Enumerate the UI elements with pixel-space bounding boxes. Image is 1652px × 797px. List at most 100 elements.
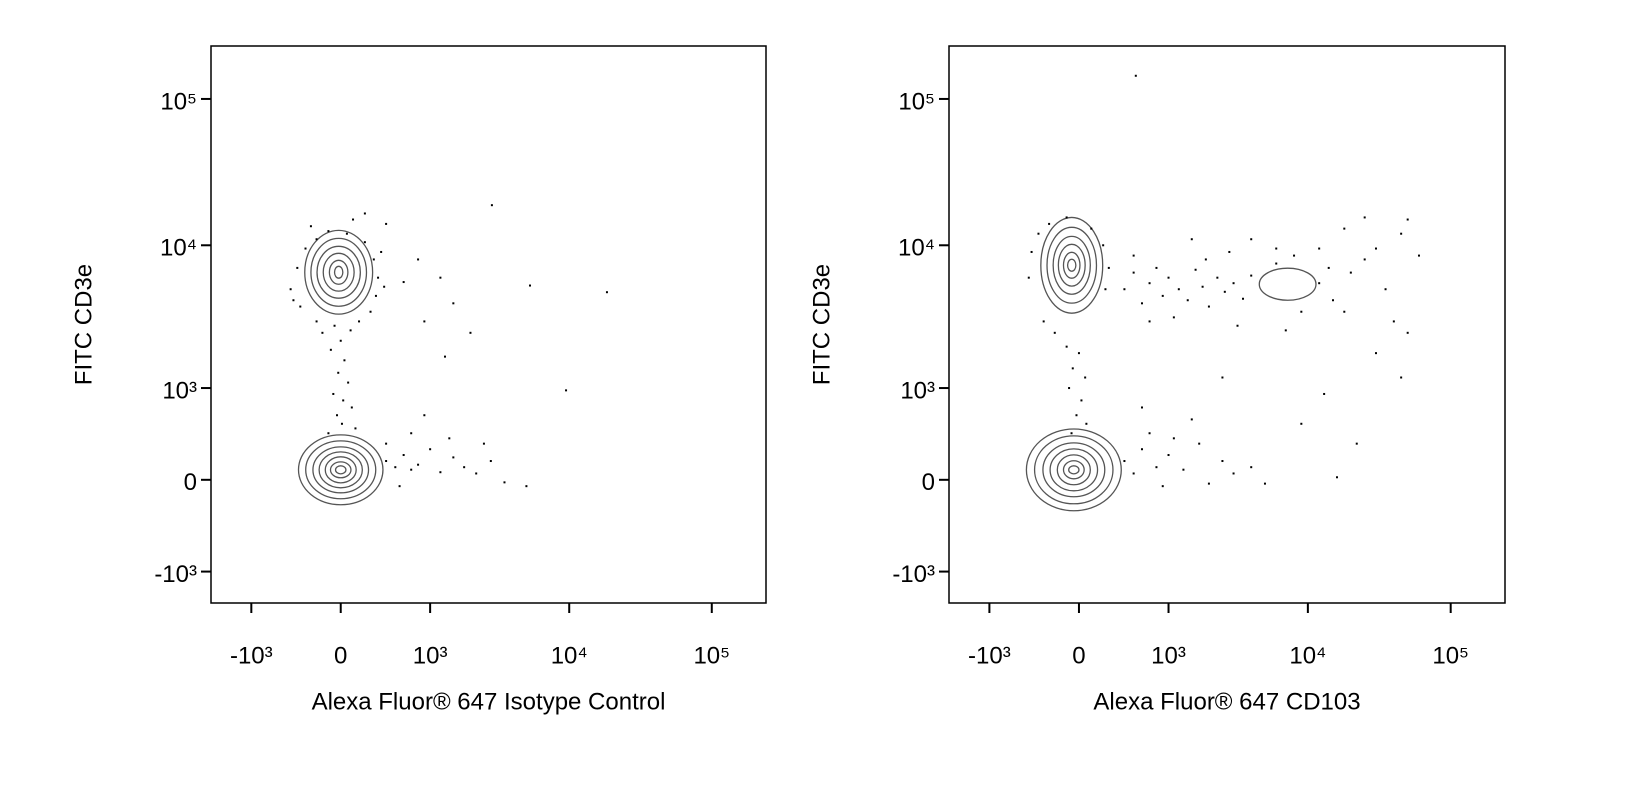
event-dot (1250, 466, 1253, 469)
event-dot (1223, 290, 1226, 293)
event-dot (1123, 288, 1126, 291)
event-dot (565, 389, 568, 392)
event-dot (1363, 216, 1366, 219)
event-dot (363, 212, 366, 215)
event-dot (1198, 442, 1201, 445)
event-dot (1349, 271, 1352, 274)
event-dot (1204, 258, 1207, 261)
event-dot (1417, 254, 1420, 257)
event-dot (1186, 299, 1189, 302)
event-dot (1075, 414, 1078, 417)
event-dot (1084, 376, 1087, 379)
x-tick-label: 0 (1072, 642, 1085, 669)
contour-ring (312, 446, 370, 494)
event-dot (327, 432, 330, 435)
event-dot (1107, 266, 1110, 269)
event-dot (299, 305, 302, 308)
event-dot (444, 355, 447, 358)
contour-ring (1057, 243, 1086, 287)
event-dot (1148, 432, 1151, 435)
event-dot (337, 371, 340, 374)
event-dot (1140, 448, 1143, 451)
event-dot (489, 460, 492, 463)
event-dot (385, 442, 388, 445)
event-dot (1167, 454, 1170, 457)
event-dot (1400, 232, 1403, 235)
event-dot (1336, 476, 1339, 479)
event-dot (1065, 345, 1068, 348)
x-tick-label: 0 (334, 642, 347, 669)
contour-ring (1062, 460, 1085, 480)
event-dot (369, 310, 372, 313)
event-dot (463, 466, 466, 469)
event-dot (1070, 432, 1073, 435)
event-dot (1172, 437, 1175, 440)
event-dot (327, 230, 330, 233)
event-dot (1053, 331, 1056, 334)
event-dot (1132, 254, 1135, 257)
y-tick-label: 10⁴ (160, 235, 197, 262)
contour-ring (318, 451, 363, 489)
y-axis-label: FITC CD3e (70, 264, 97, 385)
event-dot (1161, 294, 1164, 297)
event-dot (339, 339, 342, 342)
event-dot (469, 331, 472, 334)
event-dot (1155, 266, 1158, 269)
event-dot (1155, 466, 1158, 469)
event-dot (1400, 376, 1403, 379)
contour-ring (334, 465, 347, 475)
event-dot (385, 222, 388, 225)
event-dot (1080, 399, 1083, 402)
event-dot (1190, 238, 1193, 241)
event-dot (358, 320, 361, 323)
contour-ring (305, 440, 377, 500)
event-dot (1242, 297, 1245, 300)
event-dot (1392, 320, 1395, 323)
contour-ring (1052, 235, 1091, 295)
contour-ring (1062, 251, 1081, 279)
event-dot (1293, 254, 1296, 257)
y-tick-label: 0 (922, 469, 935, 496)
contour-ring (1258, 267, 1317, 301)
event-dot (529, 284, 532, 287)
contour-ring (322, 252, 355, 292)
event-dot (1318, 247, 1321, 250)
y-tick-label: 10⁵ (160, 88, 197, 115)
y-tick-label: 10⁵ (898, 88, 935, 115)
event-dot (377, 276, 380, 279)
event-dot (1284, 329, 1287, 332)
event-dot (333, 324, 336, 327)
event-dot (1182, 468, 1185, 471)
x-tick-label: 10³ (1151, 642, 1186, 669)
event-dot (398, 485, 401, 488)
event-dot (1374, 247, 1377, 250)
event-dot (1161, 485, 1164, 488)
y-axis-label: FITC CD3e (808, 264, 835, 385)
event-dot (1177, 288, 1180, 291)
event-dot (417, 463, 420, 466)
contour-ring (310, 237, 368, 307)
event-dot (1363, 258, 1366, 261)
event-dot (332, 392, 335, 395)
event-dot (321, 331, 324, 334)
contour-ring (1033, 435, 1114, 505)
event-dot (1048, 222, 1051, 225)
event-dot (1132, 271, 1135, 274)
event-dot (1406, 218, 1409, 221)
event-dot (1355, 442, 1358, 445)
contour-ring (328, 259, 349, 285)
contour-ring (1068, 465, 1080, 475)
event-dot (1123, 460, 1126, 463)
x-tick-label: 10³ (413, 642, 448, 669)
x-axis-label: Alexa Fluor® 647 CD103 (1093, 688, 1360, 715)
event-dot (439, 276, 442, 279)
contour-ring (333, 265, 344, 279)
event-dot (417, 258, 420, 261)
event-dot (354, 427, 357, 430)
contour-ring (304, 229, 374, 315)
event-dot (503, 481, 506, 484)
event-dot (1085, 422, 1088, 425)
event-dot (429, 448, 432, 451)
event-dot (1236, 324, 1239, 327)
